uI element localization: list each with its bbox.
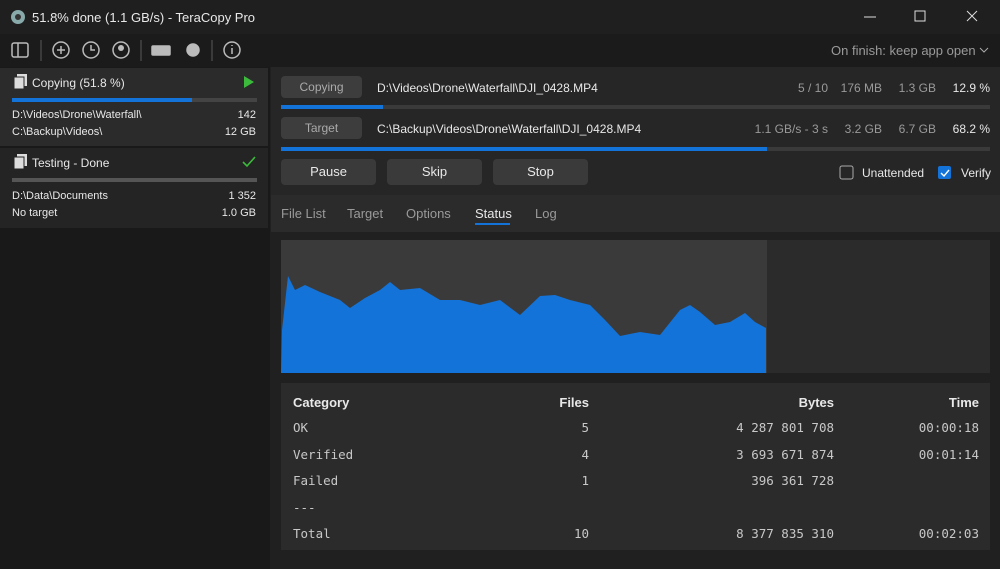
table-cell: 00:02:03 (918, 526, 979, 541)
file-path: D:\Videos\Drone\Waterfall\DJI_0428.MP4 (377, 81, 598, 95)
job-target: C:\Backup\Videos\ (12, 126, 103, 138)
file-info: 5 / 10 (797, 81, 828, 95)
on-finish[interactable]: On finish: keep app open (831, 43, 976, 58)
dropdown-arrow (979, 47, 989, 53)
table-cell: 8 377 835 310 (736, 526, 834, 541)
pause-button[interactable]: Pause (281, 159, 376, 185)
file-done: 3.2 GB (844, 122, 882, 136)
file-total: 1.3 GB (898, 81, 936, 95)
stop-button[interactable]: Stop (493, 159, 588, 185)
window-title: 51.8% done (1.1 GB/s) - TeraCopy Pro (32, 10, 256, 25)
progress-bar (281, 147, 767, 151)
row-label: Copying (281, 76, 362, 98)
checkbox-checked[interactable] (937, 165, 953, 181)
play-icon (244, 76, 254, 88)
option-label: Unattended (862, 166, 925, 180)
table-cell: 00:01:14 (918, 446, 979, 462)
table-header: Category (293, 395, 350, 410)
window-controls[interactable] (850, 0, 1000, 34)
table-cell: Total (293, 526, 331, 541)
file-percent: 68.2 % (952, 122, 990, 136)
file-info: 1.1 GB/s - 3 s (754, 122, 828, 136)
stats-table (281, 383, 990, 550)
row-label: Target (281, 117, 362, 139)
table-cell: Verified (293, 446, 354, 462)
tab-bar (271, 195, 1000, 232)
job-source-count: 1 352 (228, 190, 256, 202)
job-selected[interactable] (0, 68, 268, 146)
table-cell: 4 287 801 708 (736, 420, 834, 435)
progress-bar (281, 105, 383, 109)
tab-underline (475, 223, 510, 225)
job-status: Copying (51.8 %) (32, 76, 125, 90)
job-icon (14, 74, 27, 90)
table-cell: --- (293, 499, 316, 515)
job-source: D:\Videos\Drone\Waterfall\ (12, 109, 142, 121)
job-target: No target (12, 207, 58, 219)
table-cell: 5 (581, 420, 589, 435)
tab[interactable]: Log (535, 206, 557, 221)
skip-button[interactable]: Skip (387, 159, 482, 185)
tab[interactable]: File List (281, 206, 326, 221)
job-source-count: 142 (237, 109, 256, 121)
file-total: 6.7 GB (898, 122, 936, 136)
table-cell: OK (293, 420, 309, 435)
title-bar (0, 0, 1000, 34)
table-cell: Failed (293, 473, 339, 488)
table-cell: 396 361 728 (751, 473, 834, 488)
tab[interactable]: Options (406, 206, 451, 221)
file-percent: 12.9 % (952, 81, 990, 95)
table-header: Files (559, 395, 589, 410)
job-source: D:\Data\Documents (12, 190, 108, 202)
job[interactable] (0, 148, 268, 228)
tab-active[interactable]: Status (475, 206, 512, 221)
job-progress-bar (12, 98, 192, 102)
table-cell: 1 (581, 473, 589, 488)
file-done: 176 MB (840, 81, 882, 95)
table-cell: 3 693 671 874 (736, 446, 834, 462)
check-icon (242, 156, 256, 168)
progress-track (281, 105, 990, 109)
table-header: Time (948, 395, 979, 410)
job-progress-bar (12, 178, 257, 182)
job-target-size: 1.0 GB (221, 207, 256, 219)
app-icon (11, 10, 25, 24)
option-label: Verify (961, 166, 992, 180)
tab[interactable]: Target (347, 206, 384, 221)
table-header: Bytes (798, 395, 834, 410)
job-icon (14, 154, 27, 170)
file-path: C:\Backup\Videos\Drone\Waterfall\DJI_042… (377, 122, 642, 136)
checkbox[interactable] (839, 165, 855, 181)
job-status: Testing - Done (32, 156, 110, 170)
toolbar-icons[interactable] (0, 34, 260, 67)
speed-graph (281, 240, 990, 373)
table-cell: 4 (581, 446, 589, 462)
table-cell: 00:00:18 (918, 420, 979, 435)
job-target-size: 12 GB (224, 126, 256, 138)
table-cell: 10 (573, 526, 589, 541)
